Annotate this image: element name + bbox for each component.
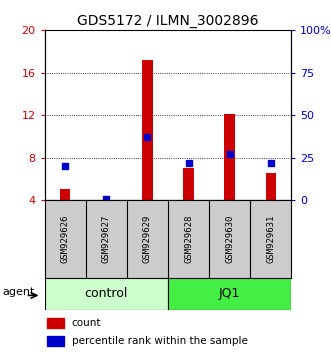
Text: JQ1: JQ1 [219,287,240,300]
Bar [183,168,194,200]
Bar [142,60,153,200]
Text: GSM929627: GSM929627 [102,215,111,263]
FancyBboxPatch shape [168,278,291,310]
Text: GSM929628: GSM929628 [184,215,193,263]
Text: GSM929631: GSM929631 [266,215,275,263]
Text: GSM929630: GSM929630 [225,215,234,263]
Bar [47,318,65,328]
Bar [60,189,71,200]
Title: GDS5172 / ILMN_3002896: GDS5172 / ILMN_3002896 [77,14,259,28]
FancyBboxPatch shape [45,278,168,310]
Bar [224,114,235,200]
Text: agent: agent [2,287,34,297]
Text: count: count [72,318,101,328]
Bar [265,173,276,200]
Bar [47,336,65,346]
Text: control: control [85,287,128,300]
Text: GSM929626: GSM929626 [61,215,70,263]
Text: percentile rank within the sample: percentile rank within the sample [72,336,248,346]
Text: GSM929629: GSM929629 [143,215,152,263]
